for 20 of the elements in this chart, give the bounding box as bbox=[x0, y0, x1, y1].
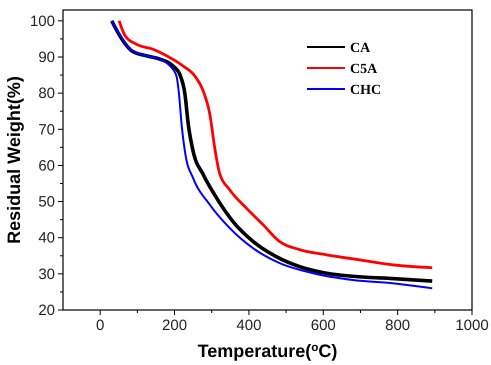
x-tick-label: 600 bbox=[310, 317, 336, 334]
y-tick-label: 70 bbox=[38, 121, 55, 138]
y-tick-label: 60 bbox=[38, 157, 55, 174]
x-tick-label: 1000 bbox=[455, 317, 489, 334]
x-axis-title: Temperature($^{o}$C) bbox=[198, 340, 338, 361]
x-tick-label: 400 bbox=[236, 317, 262, 334]
x-tick-label: 0 bbox=[96, 317, 104, 334]
y-tick-label: 20 bbox=[38, 302, 55, 319]
y-tick-label: 100 bbox=[30, 12, 55, 30]
legend-label: C5A bbox=[350, 62, 378, 77]
y-tick-label: 50 bbox=[38, 194, 55, 211]
legend-label: CHC bbox=[350, 83, 382, 98]
y-axis-title: Residual Weight(%) bbox=[4, 76, 24, 244]
x-tick-label: 200 bbox=[162, 317, 188, 334]
y-tick-label: 90 bbox=[38, 48, 55, 66]
x-tick-label: 800 bbox=[385, 317, 410, 334]
y-tick-label: 30 bbox=[38, 266, 55, 283]
y-tick-label: 40 bbox=[38, 230, 55, 247]
legend-label: CA bbox=[350, 41, 372, 56]
y-tick-label: 80 bbox=[38, 85, 55, 102]
